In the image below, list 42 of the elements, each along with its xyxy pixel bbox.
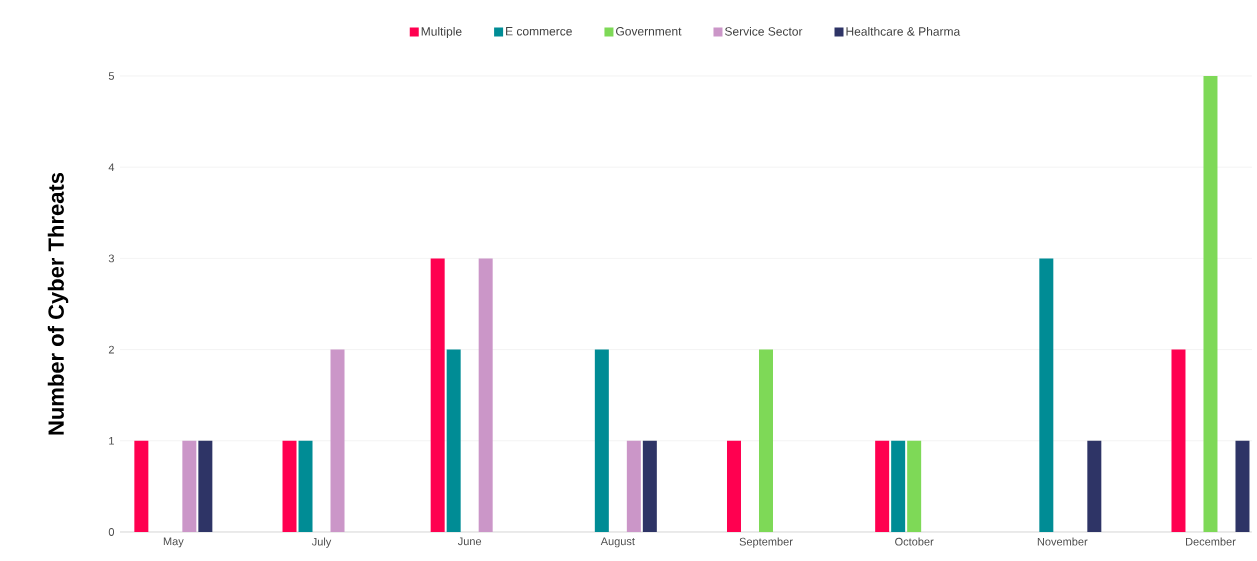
bar [727,440,741,532]
x-tick-label: July [311,537,332,548]
bar [198,440,213,532]
x-tick-label: August [600,537,635,548]
x-tick-label: November [1037,537,1088,546]
bar [1039,258,1054,532]
bar [478,258,493,532]
bar [182,440,197,532]
x-tick-label: September [739,537,793,548]
bar [330,349,345,532]
legend-label: Multiple [421,26,462,39]
bar [594,349,609,532]
bar [298,440,313,532]
x-tick-label: December [1186,537,1236,546]
legend-label: E commerce [506,27,572,36]
bar [134,440,149,532]
bar [642,440,657,532]
y-axis-title: Number of Cyber Threats [47,172,69,435]
bar [875,440,890,532]
x-tick-label: June [457,537,482,546]
bar [907,440,922,532]
bar [1203,75,1218,532]
legend-label: Government [616,27,682,36]
bar [446,349,461,532]
legend-label: Healthcare & Pharma [846,26,961,36]
y-tick-label: 2 [108,345,114,354]
bar [1235,440,1250,532]
x-tick-label: May [163,537,184,548]
legend-label: Service Sector [725,26,803,36]
bar [759,349,773,532]
bar [282,440,297,532]
bar [891,440,906,532]
y-tick-label: 4 [108,163,115,171]
bar [626,440,641,532]
bar [430,258,445,532]
bar [1171,349,1186,532]
x-tick-label: October [895,537,934,546]
y-tick-label: 5 [108,72,115,80]
y-tick-label: 3 [108,254,114,263]
y-tick-label: 1 [109,437,114,445]
y-tick-label: 0 [108,528,115,536]
bar [1087,440,1102,532]
